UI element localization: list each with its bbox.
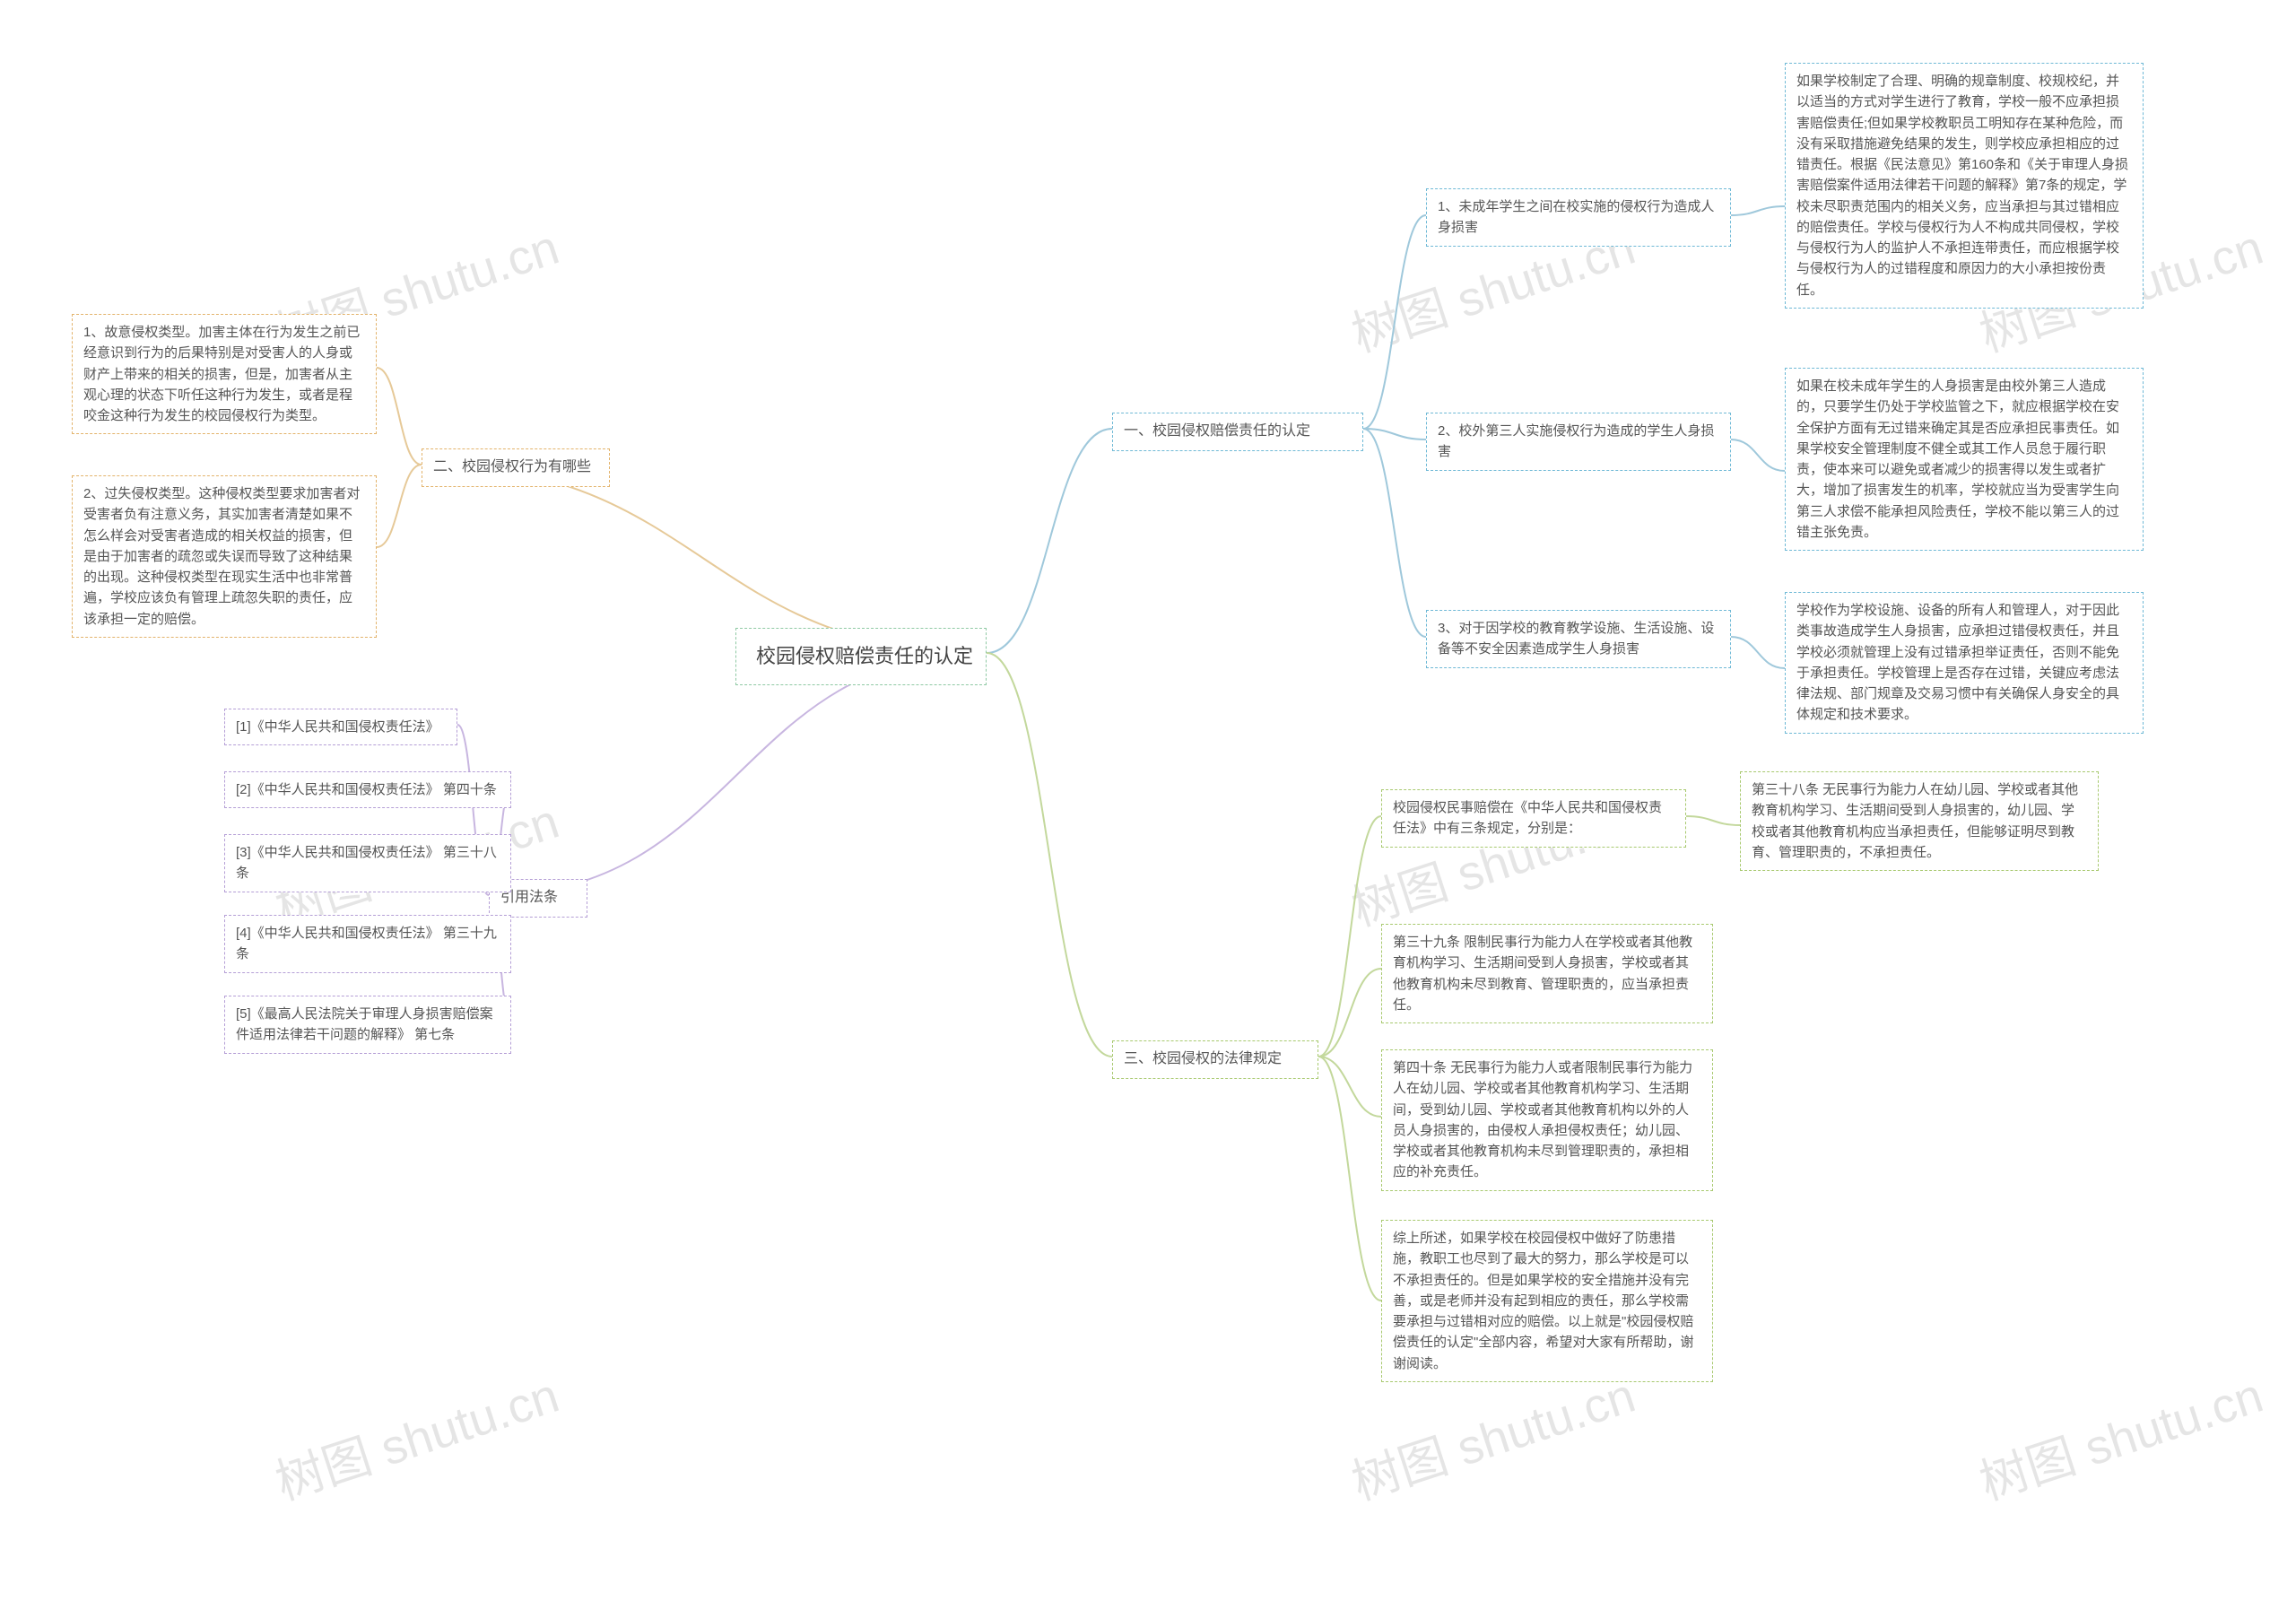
section-3-article-39[interactable]: 第三十九条 限制民事行为能力人在学校或者其他教育机构学习、生活期间受到人身损害，…	[1381, 924, 1713, 1023]
section-2-item-1[interactable]: 1、故意侵权类型。加害主体在行为发生之前已经意识到行为的后果特别是对受害人的人身…	[72, 314, 377, 434]
section-1-item-1-detail[interactable]: 如果学校制定了合理、明确的规章制度、校规校纪，并以适当的方式对学生进行了教育，学…	[1785, 63, 2144, 309]
section-1-item-2-detail[interactable]: 如果在校未成年学生的人身损害是由校外第三人造成的，只要学生仍处于学校监管之下，就…	[1785, 368, 2144, 551]
root-node[interactable]: 校园侵权赔偿责任的认定	[735, 628, 987, 685]
section-3-intro-detail[interactable]: 第三十八条 无民事行为能力人在幼儿园、学校或者其他教育机构学习、生活期间受到人身…	[1740, 771, 2099, 871]
watermark: 树图 shutu.cn	[1970, 1355, 2271, 1513]
section-3-article-40[interactable]: 第四十条 无民事行为能力人或者限制民事行为能力人在幼儿园、学校或者其他教育机构学…	[1381, 1049, 1713, 1191]
section-2[interactable]: 二、校园侵权行为有哪些	[422, 448, 610, 487]
reference-1[interactable]: [1]《中华人民共和国侵权责任法》	[224, 709, 457, 745]
section-3-intro[interactable]: 校园侵权民事赔偿在《中华人民共和国侵权责任法》中有三条规定，分别是：	[1381, 789, 1686, 848]
reference-2[interactable]: [2]《中华人民共和国侵权责任法》 第四十条	[224, 771, 511, 808]
section-1-item-3[interactable]: 3、对于因学校的教育教学设施、生活设施、设备等不安全因素造成学生人身损害	[1426, 610, 1731, 668]
section-1[interactable]: 一、校园侵权赔偿责任的认定	[1112, 413, 1363, 451]
reference-4[interactable]: [4]《中华人民共和国侵权责任法》 第三十九条	[224, 915, 511, 973]
section-1-item-3-detail[interactable]: 学校作为学校设施、设备的所有人和管理人，对于因此类事故造成学生人身损害，应承担过…	[1785, 592, 2144, 734]
section-1-item-1[interactable]: 1、未成年学生之间在校实施的侵权行为造成人身损害	[1426, 188, 1731, 247]
watermark: 树图 shutu.cn	[265, 1355, 567, 1513]
reference-3[interactable]: [3]《中华人民共和国侵权责任法》 第三十八条	[224, 834, 511, 892]
section-3[interactable]: 三、校园侵权的法律规定	[1112, 1040, 1318, 1079]
section-1-item-2[interactable]: 2、校外第三人实施侵权行为造成的学生人身损害	[1426, 413, 1731, 471]
section-2-item-2[interactable]: 2、过失侵权类型。这种侵权类型要求加害者对受害者负有注意义务，其实加害者清楚如果…	[72, 475, 377, 638]
reference-5[interactable]: [5]《最高人民法院关于审理人身损害赔偿案件适用法律若干问题的解释》 第七条	[224, 996, 511, 1054]
section-3-summary[interactable]: 综上所述，如果学校在校园侵权中做好了防患措施，教职工也尽到了最大的努力，那么学校…	[1381, 1220, 1713, 1382]
